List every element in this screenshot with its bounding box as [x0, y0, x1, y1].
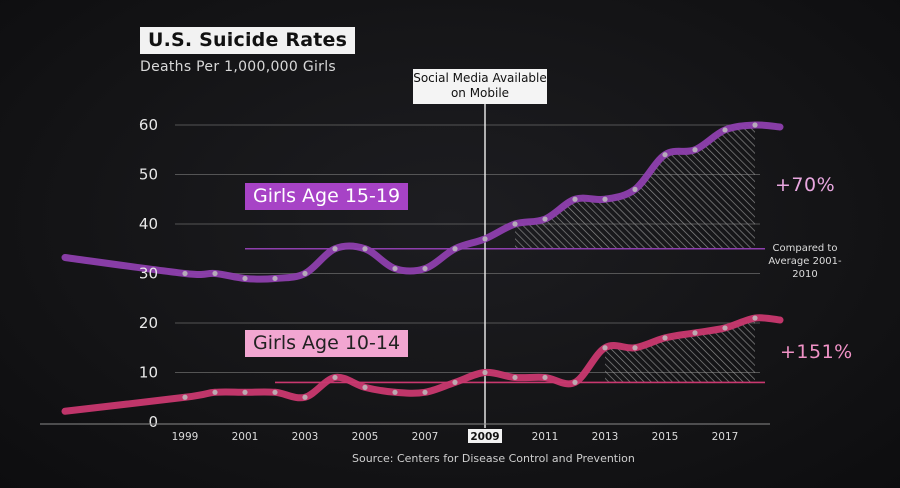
data-point-older [722, 127, 728, 133]
x-tick-label: 2011 [532, 431, 559, 443]
data-point-older [392, 265, 398, 272]
source-note: Source: Centers for Disease Control and … [352, 452, 635, 465]
data-point-older [422, 265, 428, 272]
data-point-older [452, 246, 458, 252]
data-point-younger [452, 379, 458, 385]
data-point-younger [362, 384, 368, 390]
y-tick-label: 50 [139, 166, 158, 184]
y-tick-label: 40 [139, 215, 158, 233]
data-point-younger [182, 394, 188, 400]
area-above-baseline-older [515, 125, 755, 249]
data-point-younger [242, 389, 248, 395]
data-point-younger [272, 389, 278, 395]
data-point-older [332, 246, 338, 252]
data-point-younger [542, 374, 548, 381]
data-point-older [542, 216, 548, 222]
data-point-younger [692, 330, 698, 336]
data-point-older [482, 236, 488, 242]
data-point-younger [422, 389, 428, 395]
data-point-older [572, 196, 578, 202]
data-point-younger [332, 374, 338, 381]
data-point-younger [752, 315, 758, 321]
data-point-younger [632, 345, 638, 351]
chart-title: U.S. Suicide Rates [140, 27, 356, 54]
data-point-older [512, 221, 518, 227]
data-point-younger [302, 394, 308, 400]
y-tick-label: 60 [139, 116, 158, 134]
data-point-older [302, 270, 308, 277]
x-tick-label: 2015 [652, 431, 679, 443]
x-tick-highlight [468, 429, 502, 443]
x-tick-label: 2013 [592, 431, 619, 443]
series-label-older: Girls Age 15-19 [245, 183, 409, 210]
data-point-younger [512, 374, 518, 381]
event-annotation: Social Media Available on Mobile [413, 69, 547, 104]
y-tick-label: 0 [148, 413, 158, 431]
y-tick-label: 20 [139, 314, 158, 332]
data-point-younger [392, 389, 398, 395]
data-point-younger [482, 369, 488, 376]
data-point-older [662, 152, 668, 158]
data-point-younger [602, 345, 608, 351]
data-point-older [692, 147, 698, 153]
data-point-older [242, 275, 248, 282]
data-point-older [632, 186, 638, 192]
x-tick-label: 2017 [712, 431, 739, 443]
data-point-older [212, 270, 218, 277]
change-label-younger: +151% [780, 341, 853, 363]
area-above-baseline-younger [605, 318, 755, 383]
data-point-younger [212, 389, 218, 395]
x-tick-label: 1999 [172, 431, 199, 443]
y-tick-label: 30 [139, 265, 158, 283]
series-line-younger [61, 314, 784, 415]
y-tick-label: 10 [139, 364, 158, 382]
data-point-older [602, 196, 608, 202]
x-tick-label: 2005 [352, 431, 379, 443]
data-point-older [272, 275, 278, 282]
series-label-younger: Girls Age 10-14 [245, 330, 409, 357]
change-label-older: +70% [775, 174, 836, 196]
data-point-younger [722, 325, 728, 331]
data-point-younger [572, 379, 578, 385]
x-tick-label: 2001 [232, 431, 259, 443]
data-point-older [752, 122, 758, 128]
x-tick-label: 2007 [412, 431, 439, 443]
data-point-older [182, 270, 188, 277]
chart-subtitle: Deaths Per 1,000,000 Girls [140, 59, 337, 75]
data-point-older [362, 246, 368, 252]
data-point-younger [662, 335, 668, 341]
x-tick-label: 2009 [470, 431, 499, 443]
x-tick-label: 2003 [292, 431, 319, 443]
comparison-note: Compared to Average 2001-2010 [768, 243, 842, 280]
